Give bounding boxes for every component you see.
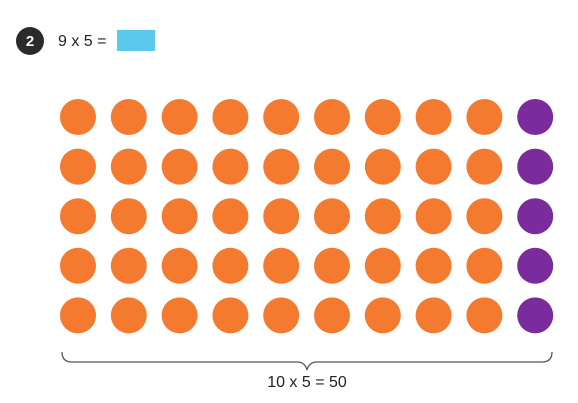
orange-dot <box>314 148 350 185</box>
orange-dot <box>263 297 300 334</box>
orange-dot <box>263 99 300 135</box>
purple-dot <box>517 148 554 185</box>
orange-dot <box>110 148 147 185</box>
purple-dot <box>517 198 554 235</box>
orange-dot <box>364 297 401 334</box>
orange-dot <box>110 247 147 284</box>
orange-dot <box>263 148 300 185</box>
orange-dot <box>110 99 147 135</box>
orange-dot <box>212 247 249 284</box>
orange-dot <box>60 198 96 235</box>
orange-dot <box>415 247 452 284</box>
orange-dot <box>314 297 350 334</box>
orange-dot <box>314 99 350 135</box>
orange-dot <box>415 297 452 334</box>
orange-dot <box>364 247 401 284</box>
purple-dot <box>517 247 554 284</box>
orange-dot <box>161 99 198 135</box>
orange-dot <box>466 247 503 284</box>
orange-dot <box>212 297 249 334</box>
orange-dot <box>161 247 198 284</box>
orange-dot <box>60 148 96 185</box>
dot-array <box>60 99 554 334</box>
orange-dot <box>60 99 96 135</box>
orange-dot <box>466 297 503 334</box>
caption: 10 x 5 = 50 <box>267 374 347 391</box>
orange-dot <box>161 198 198 235</box>
orange-dot <box>364 148 401 185</box>
orange-dot <box>110 297 147 334</box>
purple-dot <box>517 99 554 135</box>
orange-dot <box>314 247 350 284</box>
orange-dot <box>212 148 249 185</box>
orange-dot <box>415 99 452 135</box>
orange-dot <box>60 247 96 284</box>
question-badge <box>16 27 44 55</box>
question-equation: 9 x 5 = <box>58 33 106 50</box>
orange-dot <box>364 99 401 135</box>
answer-box[interactable] <box>117 30 155 51</box>
brace <box>61 351 553 371</box>
purple-dot <box>517 297 554 334</box>
orange-dot <box>263 198 300 235</box>
orange-dot <box>466 198 503 235</box>
orange-dot <box>415 148 452 185</box>
orange-dot <box>212 198 249 235</box>
orange-dot <box>466 99 503 135</box>
orange-dot <box>415 198 452 235</box>
orange-dot <box>263 247 300 284</box>
orange-dot <box>161 148 198 185</box>
orange-dot <box>110 198 147 235</box>
orange-dot <box>364 198 401 235</box>
orange-dot <box>466 148 503 185</box>
orange-dot <box>161 297 198 334</box>
orange-dot <box>314 198 350 235</box>
orange-dot <box>212 99 249 135</box>
orange-dot <box>60 297 96 334</box>
question-number: 2 <box>26 33 34 50</box>
